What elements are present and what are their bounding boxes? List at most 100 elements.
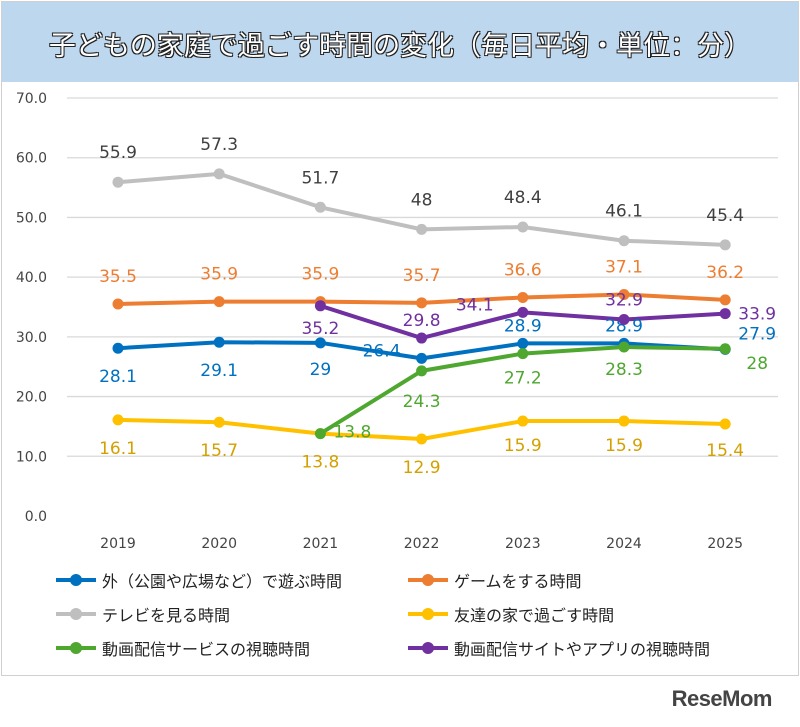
data-label: 16.1 bbox=[99, 439, 137, 459]
x-tick-label: 2023 bbox=[505, 536, 541, 552]
legend-item: 動画配信サイトやアプリの視聴時間 bbox=[408, 636, 710, 660]
y-tick-label: 20.0 bbox=[16, 390, 47, 406]
legend-label: 動画配信サイトやアプリの視聴時間 bbox=[454, 640, 711, 659]
data-point bbox=[314, 428, 326, 440]
data-label: 26.4 bbox=[363, 341, 401, 361]
legend-item: 友達の家で過ごす時間 bbox=[408, 602, 614, 626]
data-label: 46.1 bbox=[605, 202, 643, 222]
data-label: 36.6 bbox=[504, 260, 542, 280]
y-tick-label: 0.0 bbox=[25, 509, 47, 525]
data-point bbox=[517, 221, 529, 233]
data-label: 32.9 bbox=[605, 291, 643, 311]
data-label: 45.4 bbox=[706, 206, 744, 226]
y-tick-label: 10.0 bbox=[16, 449, 47, 465]
legend-item: 外（公園や広場など）で遊ぶ時間 bbox=[56, 568, 342, 592]
legend-label: 動画配信サービスの視聴時間 bbox=[102, 640, 311, 659]
x-tick-label: 2024 bbox=[606, 536, 642, 552]
y-tick-label: 30.0 bbox=[16, 330, 47, 346]
data-label: 37.1 bbox=[605, 257, 643, 277]
legend-label: ゲームをする時間 bbox=[454, 572, 582, 591]
chart-title: 子どもの家庭で過ごす時間の変化（毎日平均・単位：分） bbox=[48, 31, 752, 62]
data-point bbox=[112, 414, 124, 426]
x-tick-label: 2019 bbox=[100, 536, 136, 552]
legend-item: 動画配信サービスの視聴時間 bbox=[56, 636, 310, 660]
data-point bbox=[618, 341, 630, 353]
data-point bbox=[517, 306, 529, 318]
data-label: 29.8 bbox=[403, 311, 441, 331]
data-point bbox=[314, 201, 326, 213]
data-label: 12.9 bbox=[403, 458, 441, 478]
data-point bbox=[517, 348, 529, 360]
data-label: 27.9 bbox=[738, 324, 776, 344]
data-label: 48.4 bbox=[504, 188, 542, 208]
data-label: 34.1 bbox=[456, 295, 494, 315]
data-point bbox=[618, 288, 630, 300]
x-tick-label: 2021 bbox=[303, 536, 339, 552]
data-point bbox=[416, 297, 428, 309]
data-label: 15.7 bbox=[200, 441, 238, 461]
legend-item: テレビを見る時間 bbox=[56, 602, 230, 626]
data-label: 35.5 bbox=[99, 267, 137, 287]
data-point bbox=[416, 433, 428, 445]
data-label: 24.3 bbox=[403, 392, 441, 412]
data-point bbox=[416, 223, 428, 235]
data-point bbox=[618, 314, 630, 326]
data-label: 48 bbox=[411, 190, 433, 210]
legend-label: 友達の家で過ごす時間 bbox=[454, 606, 615, 625]
data-label: 29.1 bbox=[200, 361, 238, 381]
data-label: 28 bbox=[746, 354, 768, 374]
x-tick-label: 2020 bbox=[201, 536, 237, 552]
data-point bbox=[719, 294, 731, 306]
y-tick-label: 70.0 bbox=[16, 91, 47, 107]
data-point bbox=[416, 332, 428, 344]
data-point bbox=[213, 416, 225, 428]
data-point bbox=[719, 308, 731, 320]
y-tick-label: 40.0 bbox=[16, 270, 47, 286]
data-point bbox=[517, 337, 529, 349]
data-point bbox=[517, 415, 529, 427]
x-tick-label: 2022 bbox=[404, 536, 440, 552]
data-label: 28.9 bbox=[504, 316, 542, 336]
data-label: 15.9 bbox=[504, 436, 542, 456]
data-label: 15.9 bbox=[605, 436, 643, 456]
data-label: 28.1 bbox=[99, 367, 137, 387]
data-label: 51.7 bbox=[301, 168, 339, 188]
legend-item: ゲームをする時間 bbox=[408, 568, 582, 592]
data-point bbox=[719, 343, 731, 355]
data-label: 36.2 bbox=[706, 263, 744, 283]
data-point bbox=[112, 176, 124, 188]
data-point bbox=[213, 296, 225, 308]
data-label: 13.8 bbox=[301, 453, 339, 473]
data-point bbox=[112, 342, 124, 354]
data-point bbox=[213, 168, 225, 180]
data-point bbox=[314, 300, 326, 312]
data-point bbox=[719, 418, 731, 430]
data-point bbox=[213, 336, 225, 348]
chart-frame bbox=[1, 1, 799, 676]
data-label: 29 bbox=[310, 360, 332, 380]
legend-swatch bbox=[408, 641, 448, 655]
legend-swatch bbox=[56, 607, 96, 621]
legend-swatch bbox=[56, 641, 96, 655]
data-point bbox=[719, 239, 731, 251]
data-point bbox=[416, 365, 428, 377]
data-point bbox=[618, 415, 630, 427]
x-tick-label: 2025 bbox=[707, 536, 743, 552]
data-label: 13.8 bbox=[333, 423, 371, 443]
data-label: 57.3 bbox=[200, 135, 238, 155]
y-tick-label: 60.0 bbox=[16, 151, 47, 167]
data-label: 28.9 bbox=[605, 316, 643, 336]
y-tick-label: 50.0 bbox=[16, 210, 47, 226]
legend-label: 外（公園や広場など）で遊ぶ時間 bbox=[102, 572, 343, 591]
title-banner: 子どもの家庭で過ごす時間の変化（毎日平均・単位：分） bbox=[2, 2, 798, 82]
data-point bbox=[618, 235, 630, 247]
data-point bbox=[517, 291, 529, 303]
legend-swatch bbox=[408, 607, 448, 621]
data-point bbox=[112, 298, 124, 310]
data-label: 15.4 bbox=[706, 441, 744, 461]
data-point bbox=[314, 337, 326, 349]
data-label: 27.2 bbox=[504, 369, 542, 389]
resemom-logo: ReseMom bbox=[671, 686, 773, 711]
